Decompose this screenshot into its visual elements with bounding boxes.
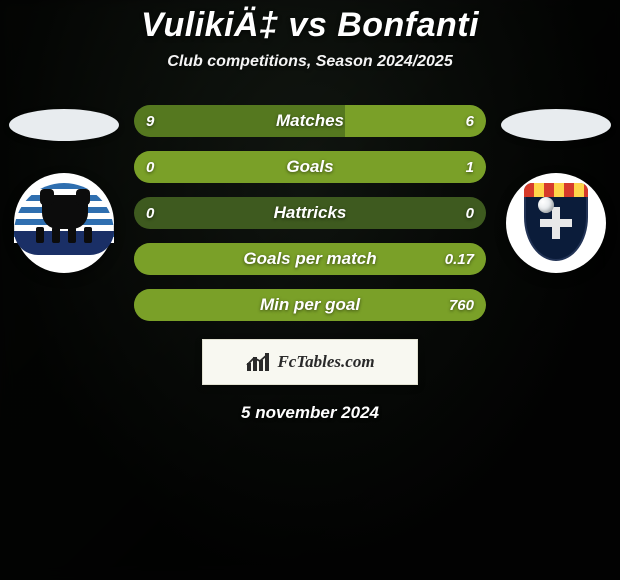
right-club-logo: [506, 173, 606, 273]
left-player-oval: [9, 109, 119, 141]
left-column: [4, 105, 124, 273]
stat-bar: Min per goal760: [134, 289, 486, 321]
stat-bar: 9Matches6: [134, 105, 486, 137]
stat-bar: Goals per match0.17: [134, 243, 486, 275]
stat-value-right: 6: [466, 105, 474, 137]
right-club-logo-cross: [540, 219, 572, 227]
stat-value-right: 1: [466, 151, 474, 183]
stat-label: Goals per match: [134, 249, 486, 269]
stat-value-right: 760: [449, 289, 474, 321]
date: 5 november 2024: [241, 403, 379, 423]
right-club-logo-ball-icon: [538, 197, 554, 213]
stat-label: Goals: [134, 157, 486, 177]
stat-bars: 9Matches60Goals10Hattricks0Goals per mat…: [134, 105, 486, 321]
stat-value-right: 0: [466, 197, 474, 229]
left-club-logo: [14, 173, 114, 273]
stat-value-right: 0.17: [445, 243, 474, 275]
right-column: [496, 105, 616, 273]
body-row: 9Matches60Goals10Hattricks0Goals per mat…: [0, 105, 620, 321]
bar-chart-icon: [245, 351, 271, 373]
stage: VulikiÄ‡ vs Bonfanti Club competitions, …: [0, 0, 620, 580]
stat-label: Matches: [134, 111, 486, 131]
left-club-logo-legs: [36, 227, 92, 243]
brand-box: FcTables.com: [202, 339, 418, 385]
stat-label: Min per goal: [134, 295, 486, 315]
right-club-logo-topband: [524, 183, 588, 197]
stat-label: Hattricks: [134, 203, 486, 223]
left-club-logo-ear: [76, 189, 90, 205]
content: VulikiÄ‡ vs Bonfanti Club competitions, …: [0, 0, 620, 423]
page-title: VulikiÄ‡ vs Bonfanti: [141, 6, 479, 45]
stat-bar: 0Goals1: [134, 151, 486, 183]
left-club-logo-ear: [40, 189, 54, 205]
right-player-oval: [501, 109, 611, 141]
brand-text: FcTables.com: [277, 352, 374, 372]
page-subtitle: Club competitions, Season 2024/2025: [167, 53, 452, 71]
stat-bar: 0Hattricks0: [134, 197, 486, 229]
